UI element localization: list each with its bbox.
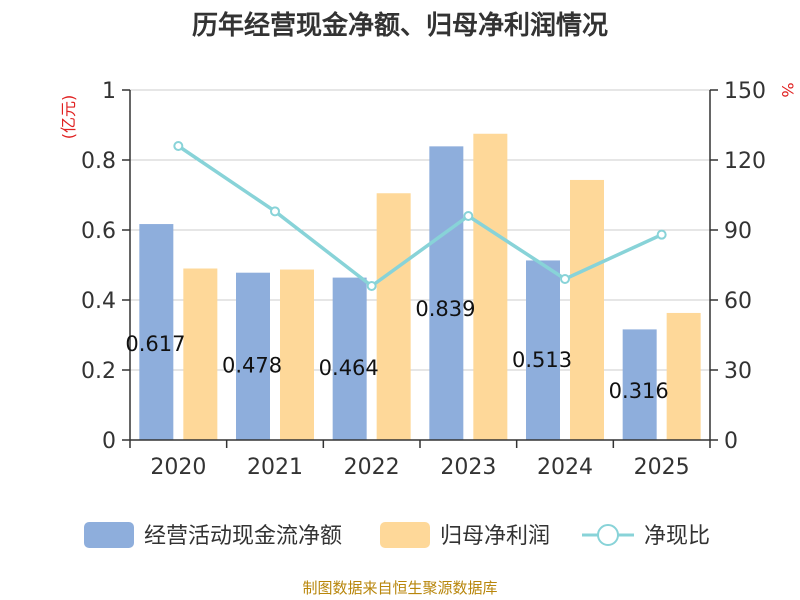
y-left-tick-label: 1 — [102, 79, 116, 104]
line-ratio-point — [463, 211, 474, 221]
legend-label-ratio: 净现比 — [644, 524, 710, 549]
line-ratio-point — [270, 206, 280, 217]
bar-cash-flow — [622, 329, 657, 440]
chart-title: 历年经营现金净额、归母净利润情况 — [192, 10, 608, 41]
bar-net-profit — [473, 133, 508, 440]
x-tick-label: 2020 — [150, 455, 206, 480]
bar-cash-flow — [236, 272, 270, 440]
bar-net-profit — [183, 268, 218, 440]
y-right-unit: % — [778, 82, 797, 97]
y-left-tick-label: 0.6 — [81, 219, 116, 244]
legend-swatch-cash-flow — [84, 522, 134, 548]
x-tick-label: 2022 — [344, 455, 400, 480]
line-ratio-point — [656, 229, 667, 240]
bar-net-profit — [666, 312, 701, 440]
x-tick-label: 2023 — [440, 455, 496, 480]
y-left-tick-label: 0.2 — [81, 359, 116, 384]
data-label-cash-flow: 0.513 — [512, 348, 572, 372]
legend: 经营活动现金流净额 归母净利润 净现比 — [84, 522, 710, 549]
x-tick-label: 2024 — [537, 455, 593, 480]
line-ratio-point — [366, 281, 377, 291]
data-label-cash-flow: 0.617 — [125, 332, 185, 356]
data-label-cash-flow: 0.316 — [609, 379, 669, 403]
line-ratio-point — [560, 274, 570, 284]
axes: 0 0.2 0.4 0.6 0.8 1 0 30 60 90 120 150 2020 2021 2022 2… — [81, 79, 766, 480]
data-label-cash-flow: 0.839 — [415, 297, 475, 321]
y-left-tick-label: 0.8 — [81, 149, 116, 174]
bar-net-profit — [570, 179, 604, 440]
y-right-tick-label: 120 — [724, 149, 766, 174]
line-series — [173, 141, 667, 291]
line-ratio-point — [173, 141, 184, 151]
y-right-tick-label: 90 — [724, 219, 752, 244]
source-note: 制图数据来自恒生聚源数据库 — [302, 579, 497, 597]
line-ratio-path — [177, 144, 663, 289]
y-left-tick-label: 0.4 — [81, 289, 116, 314]
y-right-tick-label: 0 — [724, 429, 738, 454]
legend-swatch-marker — [597, 524, 619, 546]
bar-net-profit — [280, 269, 314, 440]
data-label-cash-flow: 0.464 — [319, 356, 379, 380]
y-left-tick-label: 0 — [102, 429, 116, 454]
y-right-tick-label: 150 — [724, 79, 766, 104]
bar-net-profit — [376, 193, 411, 440]
bar-cash-flow — [429, 146, 464, 440]
x-tick-label: 2025 — [634, 455, 690, 480]
bar-cash-flow — [139, 224, 174, 440]
bars — [139, 133, 701, 440]
data-labels: 0.617 0.478 0.464 0.839 0.513 0.316 — [125, 297, 668, 403]
legend-label-net-profit: 归母净利润 — [440, 524, 550, 549]
x-tick-label: 2021 — [247, 455, 303, 480]
y-right-tick-label: 60 — [724, 289, 752, 314]
data-label-cash-flow: 0.478 — [222, 354, 282, 378]
bar-cash-flow — [526, 260, 560, 440]
legend-swatch-net-profit — [380, 522, 430, 548]
y-right-tick-label: 30 — [724, 359, 752, 384]
legend-label-cash-flow: 经营活动现金流净额 — [144, 524, 342, 549]
bar-cash-flow — [332, 277, 367, 440]
y-left-unit: (亿元) — [59, 95, 78, 140]
